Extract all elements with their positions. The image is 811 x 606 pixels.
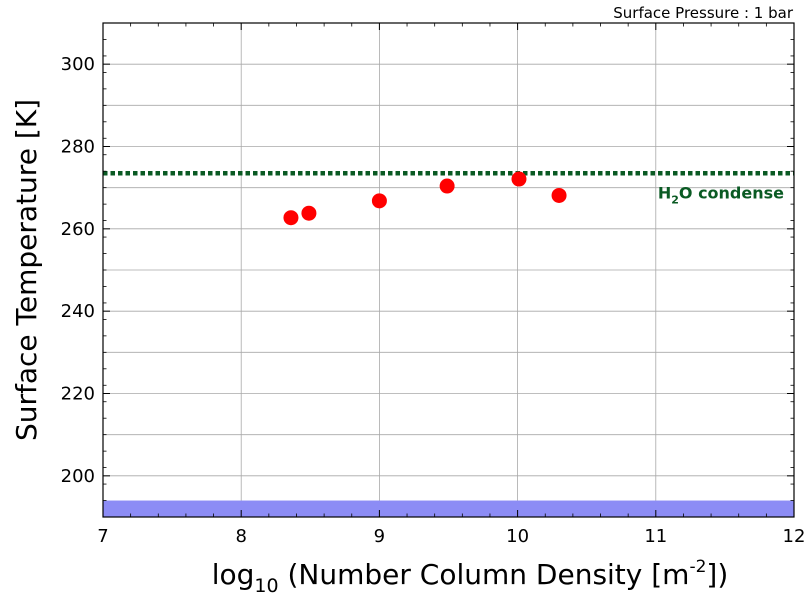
x-tick-label: 12	[783, 526, 806, 547]
x-tick-labels: 7 8 9 10 11 12	[97, 526, 805, 547]
x-axis-title: log10 (Number Column Density [m-2])	[212, 557, 729, 597]
h2o-label-sub: 2	[671, 193, 679, 206]
x-tick-label: 9	[374, 526, 385, 547]
data-point	[301, 205, 317, 221]
data-point	[371, 193, 387, 209]
x-axis-title-sup: -2	[689, 557, 706, 577]
data-points	[283, 171, 567, 226]
y-tick-label: 240	[61, 301, 95, 322]
data-point	[511, 171, 527, 187]
tick-marks	[102, 23, 795, 517]
x-axis-title-sub: 10	[254, 575, 278, 597]
x-tick-label: 8	[235, 526, 246, 547]
y-tick-label: 260	[61, 219, 95, 240]
y-tick-label: 220	[61, 384, 95, 405]
data-point	[283, 210, 299, 226]
y-axis-title: Surface Temperature [K]	[10, 99, 43, 441]
data-point	[551, 187, 567, 203]
data-point	[439, 178, 455, 194]
x-axis-title-suffix: ])	[706, 558, 728, 591]
y-tick-label: 200	[61, 466, 95, 487]
chart-subtitle: Surface Pressure : 1 bar	[613, 4, 794, 22]
y-tick-labels: 200 220 240 260 280 300	[61, 54, 95, 487]
x-axis-title-prefix: log	[212, 558, 255, 591]
x-tick-label: 11	[644, 526, 667, 547]
h2o-label-main: H	[658, 183, 671, 202]
h2o-condense-label: H2O condense	[658, 183, 784, 206]
y-tick-label: 300	[61, 54, 95, 75]
y-tick-label: 280	[61, 137, 95, 158]
bottom-band	[103, 500, 794, 517]
h2o-label-rest: O condense	[679, 183, 784, 202]
x-tick-label: 7	[97, 526, 108, 547]
grid	[102, 22, 795, 518]
x-tick-label: 10	[506, 526, 529, 547]
x-axis-title-text: (Number Column Density [m	[279, 558, 690, 591]
